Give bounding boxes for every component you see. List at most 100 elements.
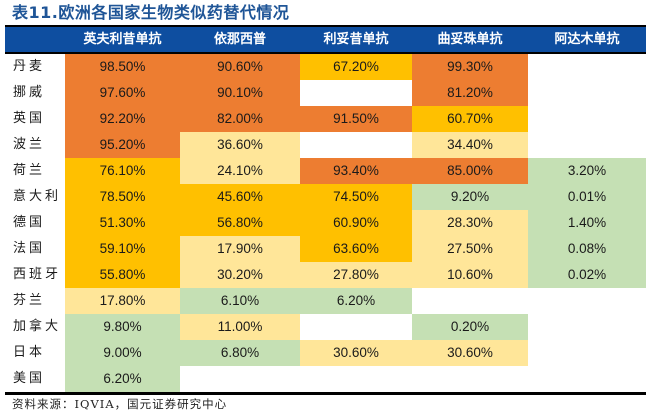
value-cell: 6.10%	[180, 288, 300, 314]
value-cell: 55.80%	[65, 262, 180, 288]
table-row: 意大利 78.50% 45.60% 74.50% 9.20% 0.01%	[5, 184, 646, 210]
header-infliximab: 英夫利昔单抗	[83, 32, 162, 47]
value-cell: 30.20%	[180, 262, 300, 288]
header-adalimumab: 阿达木单抗	[554, 32, 620, 47]
table-row: 丹麦 98.50% 90.60% 67.20% 99.30%	[5, 54, 646, 80]
value-cell: 67.20%	[300, 54, 412, 80]
value-cell: 63.60%	[300, 236, 412, 262]
header-rituximab: 利妥昔单抗	[323, 32, 389, 47]
value-cell: 17.80%	[65, 288, 180, 314]
value-cell	[300, 80, 412, 106]
value-cell: 99.30%	[412, 54, 528, 80]
value-cell: 76.10%	[65, 158, 180, 184]
value-cell: 95.20%	[65, 132, 180, 158]
substitution-table: 英夫利昔单抗 依那西普 利妥昔单抗 曲妥珠单抗 阿达木单抗 丹麦 98.50% 90…	[5, 25, 646, 395]
table-header: 英夫利昔单抗 依那西普 利妥昔单抗 曲妥珠单抗 阿达木单抗	[5, 27, 646, 54]
table-row: 法国 59.10% 17.90% 63.60% 27.50% 0.08%	[5, 236, 646, 262]
value-cell: 1.40%	[528, 210, 646, 236]
country-name: 美国	[13, 371, 46, 386]
value-cell	[528, 314, 646, 340]
header-country	[5, 27, 65, 52]
value-cell: 92.20%	[65, 106, 180, 132]
value-cell: 60.70%	[412, 106, 528, 132]
value-cell: 30.60%	[412, 340, 528, 366]
value-cell	[528, 54, 646, 80]
country-name: 德国	[13, 215, 46, 230]
table-row: 挪威 97.60% 90.10% 81.20%	[5, 80, 646, 106]
value-cell: 24.10%	[180, 158, 300, 184]
value-cell	[528, 80, 646, 106]
value-cell: 56.80%	[180, 210, 300, 236]
value-cell: 74.50%	[300, 184, 412, 210]
value-cell	[412, 288, 528, 314]
value-cell: 9.00%	[65, 340, 180, 366]
value-cell: 9.80%	[65, 314, 180, 340]
value-cell	[412, 366, 528, 392]
value-cell: 6.20%	[300, 288, 412, 314]
value-cell: 34.40%	[412, 132, 528, 158]
value-cell: 81.20%	[412, 80, 528, 106]
value-cell: 17.90%	[180, 236, 300, 262]
table-row: 荷兰 76.10% 24.10% 93.40% 85.00% 3.20%	[5, 158, 646, 184]
header-trastuzumab: 曲妥珠单抗	[437, 32, 503, 47]
value-cell: 6.20%	[65, 366, 180, 392]
country-name: 波兰	[13, 137, 46, 152]
value-cell: 27.80%	[300, 262, 412, 288]
value-cell: 91.50%	[300, 106, 412, 132]
value-cell	[528, 366, 646, 392]
value-cell: 60.90%	[300, 210, 412, 236]
value-cell	[528, 132, 646, 158]
value-cell: 85.00%	[412, 158, 528, 184]
value-cell: 30.60%	[300, 340, 412, 366]
table-row: 波兰 95.20% 36.60% 34.40%	[5, 132, 646, 158]
value-cell: 36.60%	[180, 132, 300, 158]
table-row: 西班牙 55.80% 30.20% 27.80% 10.60% 0.02%	[5, 262, 646, 288]
value-cell	[528, 288, 646, 314]
value-cell: 0.20%	[412, 314, 528, 340]
value-cell: 59.10%	[65, 236, 180, 262]
country-name: 芬兰	[13, 293, 46, 308]
value-cell: 10.60%	[412, 262, 528, 288]
value-cell	[300, 314, 412, 340]
value-cell: 45.60%	[180, 184, 300, 210]
table-row: 加拿大 9.80% 11.00% 0.20%	[5, 314, 646, 340]
table-row: 美国 6.20%	[5, 366, 646, 392]
country-name: 西班牙	[13, 267, 62, 282]
value-cell: 78.50%	[65, 184, 180, 210]
country-name: 挪威	[13, 85, 46, 100]
value-cell: 82.00%	[180, 106, 300, 132]
country-name: 英国	[13, 111, 46, 126]
table-body: 丹麦 98.50% 90.60% 67.20% 99.30% 挪威 97.60% 90.10%…	[5, 54, 646, 392]
country-name: 意大利	[13, 189, 62, 204]
table-row: 英国 92.20% 82.00% 91.50% 60.70%	[5, 106, 646, 132]
value-cell: 11.00%	[180, 314, 300, 340]
value-cell: 98.50%	[65, 54, 180, 80]
value-cell	[300, 366, 412, 392]
value-cell: 97.60%	[65, 80, 180, 106]
value-cell: 51.30%	[65, 210, 180, 236]
value-cell: 28.30%	[412, 210, 528, 236]
bottom-rule	[5, 392, 646, 395]
value-cell: 6.80%	[180, 340, 300, 366]
value-cell: 0.08%	[528, 236, 646, 262]
value-cell	[180, 366, 300, 392]
value-cell	[300, 132, 412, 158]
table-row: 日本 9.00% 6.80% 30.60% 30.60%	[5, 340, 646, 366]
top-rule	[5, 25, 646, 27]
table-row: 德国 51.30% 56.80% 60.90% 28.30% 1.40%	[5, 210, 646, 236]
value-cell: 90.60%	[180, 54, 300, 80]
value-cell	[528, 106, 646, 132]
value-cell: 27.50%	[412, 236, 528, 262]
value-cell: 9.20%	[412, 184, 528, 210]
header-etanercept: 依那西普	[213, 32, 266, 47]
source-note: 资料来源：IQVIA，国元证券研究中心	[12, 397, 228, 411]
value-cell: 90.10%	[180, 80, 300, 106]
value-cell: 93.40%	[300, 158, 412, 184]
country-name: 加拿大	[13, 319, 62, 334]
value-cell: 0.01%	[528, 184, 646, 210]
table-title: 表11.欧洲各国家生物类似药替代情况	[12, 3, 290, 22]
value-cell: 3.20%	[528, 158, 646, 184]
table-row: 芬兰 17.80% 6.10% 6.20%	[5, 288, 646, 314]
value-cell: 0.02%	[528, 262, 646, 288]
country-name: 法国	[13, 241, 46, 256]
